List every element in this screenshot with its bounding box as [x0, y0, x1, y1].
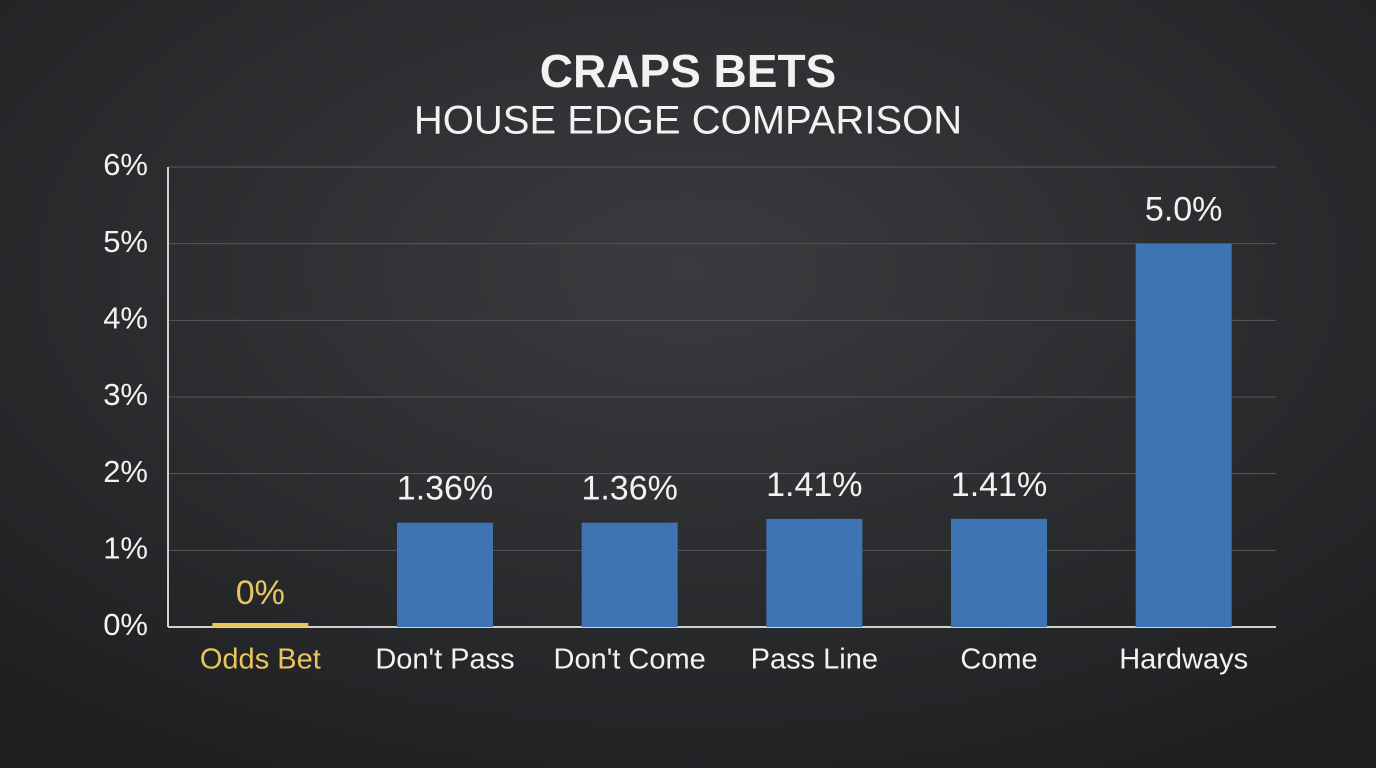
value-label: 0%	[236, 574, 285, 612]
value-label: 1.41%	[951, 466, 1047, 504]
bar	[766, 518, 863, 627]
bar	[951, 518, 1047, 627]
value-label: 1.36%	[581, 470, 677, 508]
x-tick-label: Hardways	[1119, 644, 1248, 676]
x-tick-label: Come	[960, 644, 1037, 676]
y-tick-label: 5%	[103, 224, 148, 259]
bar	[212, 623, 309, 627]
value-label: 5.0%	[1145, 191, 1223, 229]
y-tick-label: 2%	[103, 454, 148, 489]
x-tick-label: Odds Bet	[200, 644, 321, 676]
value-label: 1.36%	[397, 470, 493, 508]
chart-subtitle: HOUSE EDGE COMPARISON	[414, 99, 962, 143]
value-label: 1.41%	[766, 466, 862, 504]
y-tick-label: 0%	[103, 607, 148, 642]
bar	[397, 522, 493, 627]
bar	[581, 522, 678, 627]
y-tick-label: 3%	[103, 377, 148, 412]
x-tick-label: Pass Line	[751, 644, 878, 676]
y-tick-label: 6%	[103, 147, 148, 182]
x-tick-label: Don't Pass	[375, 644, 514, 676]
y-tick-label: 1%	[103, 531, 148, 566]
chart-title: CRAPS BETS	[540, 45, 836, 97]
y-tick-label: 4%	[103, 301, 148, 336]
x-tick-label: Don't Come	[554, 644, 706, 676]
bar	[1135, 243, 1232, 627]
